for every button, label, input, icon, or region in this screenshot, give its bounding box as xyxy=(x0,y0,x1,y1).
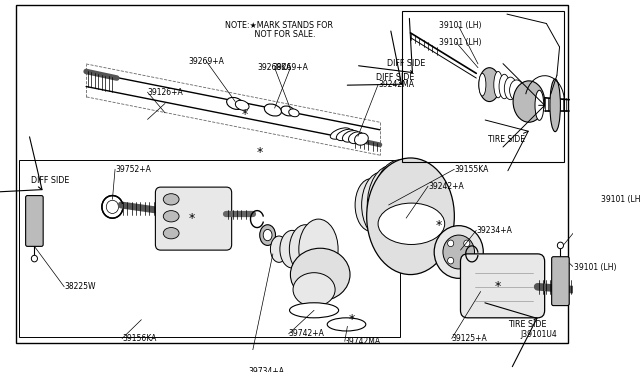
FancyBboxPatch shape xyxy=(461,254,545,318)
Ellipse shape xyxy=(291,248,350,301)
Ellipse shape xyxy=(355,133,368,145)
Ellipse shape xyxy=(479,73,486,96)
Ellipse shape xyxy=(330,128,351,139)
Text: DIFF SIDE: DIFF SIDE xyxy=(387,60,426,68)
Text: 39101 (LH): 39101 (LH) xyxy=(438,38,481,47)
Text: 39155KA: 39155KA xyxy=(454,165,489,174)
Text: 39101 (LH): 39101 (LH) xyxy=(438,21,481,30)
Ellipse shape xyxy=(447,240,454,247)
Ellipse shape xyxy=(494,71,502,98)
Ellipse shape xyxy=(535,90,544,121)
Ellipse shape xyxy=(464,257,470,264)
Text: 39742+A: 39742+A xyxy=(289,329,324,338)
Text: 39156KA: 39156KA xyxy=(122,334,156,343)
Text: *: * xyxy=(242,108,248,121)
Ellipse shape xyxy=(499,74,509,99)
Text: 39101 (LH): 39101 (LH) xyxy=(601,195,640,204)
Text: 39742MA: 39742MA xyxy=(345,337,381,346)
Ellipse shape xyxy=(299,219,338,279)
Ellipse shape xyxy=(504,77,516,100)
Text: 38225W: 38225W xyxy=(64,282,96,291)
Ellipse shape xyxy=(378,203,445,244)
Ellipse shape xyxy=(102,196,123,218)
Bar xyxy=(402,11,564,162)
Ellipse shape xyxy=(550,79,561,132)
Ellipse shape xyxy=(281,106,294,116)
Ellipse shape xyxy=(31,255,38,262)
Ellipse shape xyxy=(163,211,179,222)
Text: 39234+A: 39234+A xyxy=(476,226,512,235)
Ellipse shape xyxy=(227,97,244,109)
Ellipse shape xyxy=(443,235,474,269)
Ellipse shape xyxy=(280,230,305,268)
Ellipse shape xyxy=(289,303,339,318)
Text: NOT FOR SALE.: NOT FOR SALE. xyxy=(243,30,316,39)
Text: *: * xyxy=(495,280,501,293)
Bar xyxy=(19,160,400,337)
Ellipse shape xyxy=(509,80,524,100)
Text: TIRE SIDE: TIRE SIDE xyxy=(488,135,525,144)
Ellipse shape xyxy=(479,68,500,102)
Text: J39101U4: J39101U4 xyxy=(520,330,557,339)
Text: DIFF SIDE: DIFF SIDE xyxy=(376,73,414,81)
Ellipse shape xyxy=(271,236,287,262)
Ellipse shape xyxy=(106,200,118,214)
Ellipse shape xyxy=(557,242,563,249)
Text: DIFF SIDE: DIFF SIDE xyxy=(31,176,69,185)
Text: 39269+A: 39269+A xyxy=(188,57,224,65)
Ellipse shape xyxy=(337,129,355,141)
Ellipse shape xyxy=(260,225,275,246)
Text: *: * xyxy=(349,313,355,326)
FancyBboxPatch shape xyxy=(552,257,569,305)
Text: 39125+A: 39125+A xyxy=(452,334,488,343)
Ellipse shape xyxy=(293,273,335,307)
Text: *: * xyxy=(257,146,263,159)
Ellipse shape xyxy=(372,160,428,250)
Ellipse shape xyxy=(355,179,387,231)
Text: 39734+A: 39734+A xyxy=(248,367,284,372)
Ellipse shape xyxy=(367,158,454,275)
Ellipse shape xyxy=(434,226,483,278)
Ellipse shape xyxy=(163,228,179,239)
Text: *: * xyxy=(435,219,442,232)
Ellipse shape xyxy=(513,81,545,122)
Ellipse shape xyxy=(327,318,366,331)
Text: 39126+A: 39126+A xyxy=(147,88,183,97)
Ellipse shape xyxy=(289,225,321,274)
Ellipse shape xyxy=(367,166,415,244)
Ellipse shape xyxy=(342,131,360,142)
Ellipse shape xyxy=(264,104,282,116)
FancyBboxPatch shape xyxy=(26,196,43,246)
Ellipse shape xyxy=(447,257,454,264)
FancyBboxPatch shape xyxy=(156,187,232,250)
Text: 39268KA: 39268KA xyxy=(257,63,292,72)
Text: 39752+A: 39752+A xyxy=(115,165,151,174)
Text: TIRE SIDE: TIRE SIDE xyxy=(508,320,547,329)
Ellipse shape xyxy=(349,132,364,144)
Text: *: * xyxy=(188,212,195,225)
Text: 39242+A: 39242+A xyxy=(428,182,464,191)
Ellipse shape xyxy=(236,100,249,110)
Ellipse shape xyxy=(263,230,272,241)
Text: NOTE:★MARK STANDS FOR: NOTE:★MARK STANDS FOR xyxy=(225,21,333,30)
Text: 39269+A: 39269+A xyxy=(273,63,308,72)
Ellipse shape xyxy=(362,172,401,238)
Text: 39101 (LH): 39101 (LH) xyxy=(575,263,617,272)
Ellipse shape xyxy=(464,240,470,247)
Text: 39242MA: 39242MA xyxy=(378,80,414,89)
Ellipse shape xyxy=(163,194,179,205)
Ellipse shape xyxy=(289,109,299,117)
